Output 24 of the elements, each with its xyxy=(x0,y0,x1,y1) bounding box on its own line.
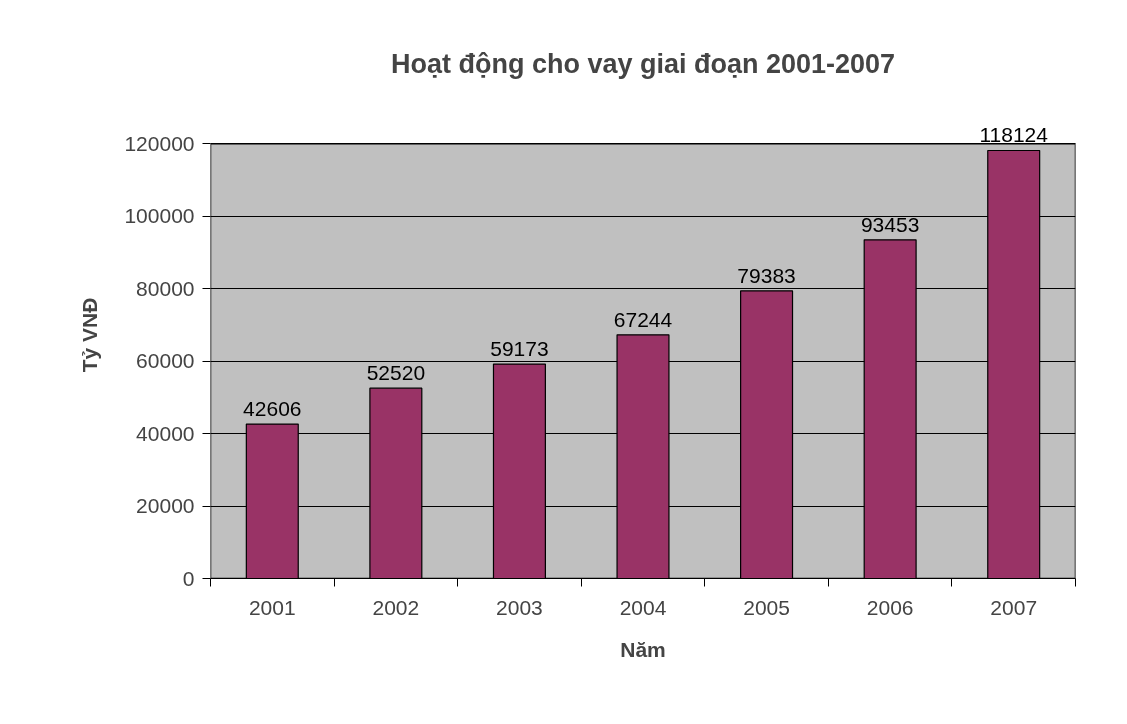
y-tick-label: 0 xyxy=(182,566,195,590)
x-tick-label: 2004 xyxy=(619,595,667,619)
data-label: 42606 xyxy=(243,397,302,421)
x-tick-label: 2007 xyxy=(990,595,1038,619)
data-label: 118124 xyxy=(979,123,1049,147)
chart-title: Hoạt động cho vay giai đoạn 2001-2007 xyxy=(390,49,896,79)
x-tick-label: 2003 xyxy=(496,595,543,619)
y-tick-label: 80000 xyxy=(136,276,195,300)
data-label: 59173 xyxy=(490,337,549,361)
data-label: 52520 xyxy=(366,361,426,385)
y-tick-label: 40000 xyxy=(136,421,195,445)
x-tick-label: 2001 xyxy=(248,595,296,619)
y-tick-label: 120000 xyxy=(124,131,195,155)
x-tick-label: 2005 xyxy=(743,595,790,619)
data-label: 93453 xyxy=(860,212,920,236)
x-tick-label: 2002 xyxy=(372,595,420,619)
y-tick-label: 20000 xyxy=(136,494,195,518)
data-label: 79383 xyxy=(737,263,796,287)
data-label: 67244 xyxy=(613,307,673,331)
y-tick-label: 100000 xyxy=(124,204,195,228)
x-tick-label: 2006 xyxy=(866,595,914,619)
x-axis-title: Năm xyxy=(620,637,666,661)
y-axis-title: Tỷ VNĐ xyxy=(78,297,102,373)
y-tick-label: 60000 xyxy=(136,349,195,373)
